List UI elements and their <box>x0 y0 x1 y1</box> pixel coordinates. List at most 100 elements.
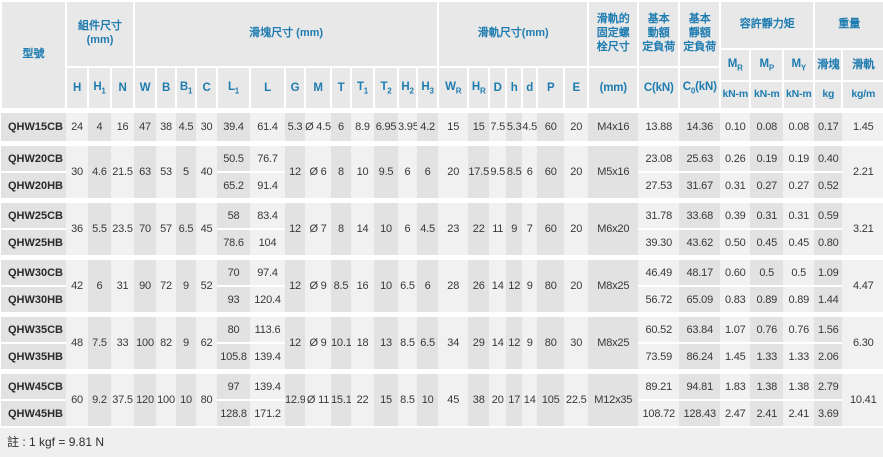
col-header-H2: H2 <box>397 66 419 110</box>
cell-QHW20-T2: 9.5 <box>374 146 399 198</box>
col-header-H: H <box>65 66 89 110</box>
cell-QHW35HB-L: 139.4 <box>250 342 286 369</box>
cell-QHW45HB-C: 108.72 <box>638 399 680 426</box>
cell-QHW35-T1: 18 <box>351 317 375 369</box>
cell-QHW15CB-MY: 0.08 <box>783 113 815 141</box>
cell-QHW35-E: 30 <box>564 317 589 369</box>
cell-QHW25-B: 57 <box>156 203 177 255</box>
cell-QHW20CB-MY: 0.19 <box>783 146 815 172</box>
col-header-E: E <box>563 66 590 110</box>
cell-QHW30HB-MP: 0.89 <box>750 285 784 312</box>
cell-QHW25CB-MP: 0.31 <box>750 203 784 229</box>
col-header-kgBlock: 滑塊 <box>813 48 844 82</box>
cell-QHW45HB-model: QHW45HB <box>1 399 66 426</box>
cell-QHW30HB-C: 56.72 <box>638 285 680 312</box>
cell-QHW35HB-C: 73.59 <box>638 342 680 369</box>
cell-QHW25-B1: 6.5 <box>176 203 197 255</box>
cell-QHW45HB-C0: 128.43 <box>679 399 721 426</box>
cell-QHW35CB-kg: 1.56 <box>814 317 843 343</box>
cell-QHW45HB-L1: 128.8 <box>217 399 251 426</box>
col-header-L1: L1 <box>216 66 252 110</box>
cell-QHW20-H3: 6 <box>417 146 439 198</box>
cell-QHW30HB-model: QHW30HB <box>1 285 66 312</box>
cell-QHW20CB-L1: 50.5 <box>217 146 251 172</box>
cell-QHW30HB-C0: 65.09 <box>679 285 721 312</box>
cell-QHW20CB-C: 23.08 <box>638 146 680 172</box>
cell-QHW35HB-MY: 1.33 <box>783 342 815 369</box>
cell-QHW35-B: 82 <box>156 317 177 369</box>
col-header-kgRail: 滑軌 <box>841 48 883 82</box>
cell-QHW25HB-MP: 0.45 <box>750 228 784 255</box>
cell-QHW20-h: 8.5 <box>506 146 523 198</box>
cell-QHW20HB-MP: 0.27 <box>750 171 784 198</box>
cell-QHW15-T1: 8.9 <box>351 113 375 141</box>
group-header-3: 滑軌的 固定螺 栓尺寸 <box>587 0 640 68</box>
group-separator <box>1 312 883 317</box>
group-separator <box>1 255 883 260</box>
col-header-D: D <box>488 66 508 110</box>
col-header-WR: WR <box>437 66 470 110</box>
cell-QHW25-HR: 22 <box>468 203 490 255</box>
cell-QHW35HB-L1: 105.8 <box>217 342 251 369</box>
cell-QHW15-N: 16 <box>111 113 135 141</box>
cell-QHW30-B1: 9 <box>176 260 197 312</box>
cell-QHW25HB-C0: 43.62 <box>679 228 721 255</box>
cell-QHW15-H2: 3.95 <box>398 113 418 141</box>
cell-QHW45-N: 37.5 <box>111 374 135 426</box>
cell-QHW45CB-L1: 97 <box>217 374 251 400</box>
cell-QHW25HB-kg: 0.80 <box>814 228 843 255</box>
cell-QHW30-T1: 16 <box>351 260 375 312</box>
cell-QHW35-d: 9 <box>522 317 538 369</box>
cell-QHW45-d: 14 <box>522 374 538 426</box>
cell-QHW45-E: 22.5 <box>564 374 589 426</box>
cell-QHW45-rail-weight: 10.41 <box>842 374 883 426</box>
col-header-h: h <box>505 66 524 110</box>
col-header-T2: T2 <box>373 66 400 110</box>
cell-QHW15-G: 5.3 <box>285 113 306 141</box>
col-header-H3: H3 <box>416 66 440 110</box>
col-unit-MP: kN-m <box>749 80 785 110</box>
cell-QHW45CB-model: QHW45CB <box>1 374 66 400</box>
cell-QHW20-N: 21.5 <box>111 146 135 198</box>
cell-QHW15-HR: 15 <box>468 113 490 141</box>
cell-QHW15-H3: 4.2 <box>417 113 439 141</box>
cell-QHW25CB-L1: 58 <box>217 203 251 229</box>
col-header-P: P <box>536 66 566 110</box>
cell-QHW20-P: 60 <box>537 146 565 198</box>
cell-QHW25-H2: 6 <box>398 203 418 255</box>
cell-QHW45CB-C0: 94.81 <box>679 374 721 400</box>
cell-QHW25-C: 45 <box>196 203 218 255</box>
cell-QHW45HB-MP: 2.41 <box>750 399 784 426</box>
cell-QHW20HB-C: 27.53 <box>638 171 680 198</box>
cell-QHW20HB-MY: 0.27 <box>783 171 815 198</box>
col-unit-kgBlock: kg <box>813 80 844 110</box>
col-header-MR: MR <box>719 48 752 82</box>
group-separator <box>1 109 883 113</box>
group-header-4: 基本 動額 定負荷 <box>637 0 681 68</box>
cell-QHW20CB-MR: 0.26 <box>720 146 751 172</box>
cell-QHW30-M: Ø 9 <box>305 260 332 312</box>
cell-QHW45CB-MP: 1.38 <box>750 374 784 400</box>
cell-QHW30-P: 80 <box>537 260 565 312</box>
cell-QHW20-H: 30 <box>66 146 88 198</box>
cell-QHW20-T: 8 <box>331 146 352 198</box>
group-header-2: 滑軌尺寸(mm) <box>437 0 590 68</box>
col-header-MY: MY <box>782 48 816 82</box>
cell-QHW35HB-C0: 86.24 <box>679 342 721 369</box>
col-header-d: d <box>521 66 539 110</box>
cell-QHW45CB-MY: 1.38 <box>783 374 815 400</box>
cell-QHW20CB-kg: 0.40 <box>814 146 843 172</box>
cell-QHW25-T2: 10 <box>374 203 399 255</box>
cell-QHW35-H2: 8.5 <box>398 317 418 369</box>
cell-QHW30HB-L: 120.4 <box>250 285 286 312</box>
cell-QHW30-T: 8.5 <box>331 260 352 312</box>
cell-QHW20HB-MR: 0.31 <box>720 171 751 198</box>
cell-QHW15-H1: 4 <box>88 113 111 141</box>
cell-QHW45CB-kg: 2.79 <box>814 374 843 400</box>
cell-QHW45-bolt: M12x35 <box>588 374 639 426</box>
cell-QHW25-rail-weight: 3.21 <box>842 203 883 255</box>
cell-QHW15-C: 30 <box>196 113 218 141</box>
cell-QHW30-D: 14 <box>489 260 507 312</box>
cell-QHW25-H: 36 <box>66 203 88 255</box>
